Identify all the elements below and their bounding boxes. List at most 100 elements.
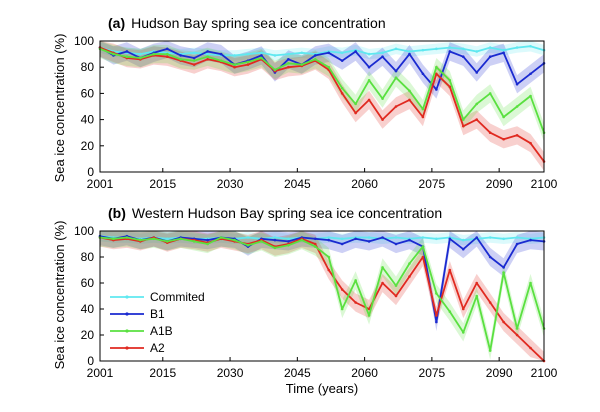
panel-b-commited-line bbox=[99, 235, 545, 242]
panel-b-b1-point bbox=[206, 238, 209, 242]
panel-b-xtick-label: 2090 bbox=[486, 366, 513, 380]
panel-a-ytick-label: 20 bbox=[81, 139, 95, 153]
panel-b-a2-point bbox=[502, 320, 505, 324]
panel-a-a1b-point bbox=[192, 59, 196, 62]
legend-marker-a1b bbox=[125, 329, 129, 333]
panel-b-a1b-point bbox=[367, 314, 371, 317]
panel-b-ytick-label: 40 bbox=[81, 302, 95, 316]
panel-a-commited-point bbox=[367, 52, 371, 56]
panel-b-a1b-point bbox=[394, 284, 398, 287]
panel-a-b1-point bbox=[421, 72, 425, 76]
panel-a-a2-point bbox=[367, 98, 371, 102]
panel-b-a1b-point bbox=[381, 266, 384, 269]
panel-a-b1-point bbox=[206, 50, 209, 53]
panel-b-b1-point bbox=[448, 237, 452, 241]
panel-a-a1b-point bbox=[152, 52, 156, 56]
panel-a-xtick-label: 2001 bbox=[87, 177, 114, 191]
panel-b-a1b-point bbox=[435, 292, 438, 295]
panel-b-b1-point bbox=[515, 242, 519, 246]
panel-a-a1b-point bbox=[125, 55, 129, 59]
panel-a-a2-point bbox=[394, 105, 398, 108]
panel-a-a2-point bbox=[529, 141, 532, 145]
panel-b: (b) Western Hudson Bay spring sea ice con… bbox=[52, 205, 558, 380]
panel-b-a1b-point bbox=[461, 331, 465, 334]
panel-b-a2-point bbox=[448, 268, 452, 272]
panel-a-a1b-point bbox=[515, 105, 519, 108]
panel-a-b1-point bbox=[408, 52, 411, 56]
panel-b-ytick-label: 100 bbox=[74, 224, 94, 238]
panel-a-a2-point bbox=[206, 58, 209, 61]
panel-b-a1b-point bbox=[260, 240, 263, 243]
legend-marker-a2 bbox=[125, 346, 129, 350]
panel-b-xtick-label: 2030 bbox=[217, 366, 244, 380]
panel-a-a1b-point bbox=[367, 79, 371, 82]
panel-a-a1b-point bbox=[287, 61, 290, 65]
panel-a-commited-point bbox=[233, 54, 236, 57]
panel-a-b1-point bbox=[125, 50, 129, 53]
panel-a-xtick-label: 2075 bbox=[419, 177, 446, 191]
panel-b-b1-point bbox=[340, 242, 344, 246]
panel-b-ytick-label: 60 bbox=[81, 276, 95, 290]
panel-b-a1b-point bbox=[488, 349, 492, 352]
panel-a-a1b-point bbox=[475, 102, 479, 106]
panel-a-a2-point bbox=[435, 72, 438, 76]
panel-b-tag: (b) bbox=[108, 205, 126, 221]
panel-b-ylabel: Sea ice concentration (%) bbox=[52, 221, 67, 370]
panel-a-a1b-point bbox=[502, 115, 505, 119]
panel-b-commited-point bbox=[394, 236, 398, 239]
panel-a-ytick-label: 0 bbox=[87, 165, 94, 179]
panel-b-commited-point bbox=[515, 236, 519, 239]
panel-b-a1b-point bbox=[246, 244, 250, 247]
panel-b-commited-point bbox=[435, 237, 438, 241]
panel-b-title: (b) Western Hudson Bay spring sea ice con… bbox=[108, 205, 442, 221]
panel-b-a1b-point bbox=[219, 236, 223, 239]
panel-a-a1b-point bbox=[421, 107, 425, 111]
panel-a-commited-point bbox=[461, 47, 465, 51]
panel-a-commited-point bbox=[529, 44, 532, 48]
panel-a-commited-point bbox=[139, 52, 142, 56]
panel-b-marks bbox=[98, 231, 546, 363]
panel-b-b1-point bbox=[273, 238, 277, 242]
panel-a-a1b-point bbox=[461, 118, 465, 121]
panel-a-commited-point bbox=[246, 52, 250, 56]
panel-b-xtick-label: 2060 bbox=[351, 366, 378, 380]
panel-a-frame bbox=[99, 40, 545, 173]
panel-b-a1b-point bbox=[233, 238, 236, 242]
panel-a-a1b-point bbox=[300, 63, 304, 66]
panel-b-a2-point bbox=[461, 307, 465, 311]
panel-a-a1b-point bbox=[529, 94, 532, 98]
legend-label-b1: B1 bbox=[150, 307, 165, 321]
panel-b-ytick-label: 0 bbox=[87, 354, 94, 368]
panel-b-b1-point bbox=[408, 238, 411, 242]
panel-b-a1b-point bbox=[515, 327, 519, 330]
panel-a-b1-point bbox=[502, 51, 505, 55]
panel-a-a1b-point bbox=[313, 58, 317, 61]
panel-a-commited-point bbox=[273, 54, 277, 57]
panel-a-a1b-point bbox=[112, 52, 115, 56]
panel-b-commited-point bbox=[367, 236, 371, 239]
panel-a-commited-point bbox=[435, 47, 438, 51]
panel-b-a2-point bbox=[327, 268, 331, 272]
panel-a-a2-point bbox=[246, 63, 250, 66]
panel-a-commited-point bbox=[300, 51, 304, 55]
panel-a-a1b-point bbox=[165, 52, 169, 56]
panel-a-a1b-point bbox=[260, 56, 263, 60]
panel-b-a2-point bbox=[313, 242, 317, 246]
panel-a-a2-point bbox=[502, 137, 505, 141]
panel-a-xtick-label: 2030 bbox=[217, 177, 244, 191]
panel-b-a1b-point bbox=[139, 238, 142, 242]
panel-b-b1-point bbox=[287, 240, 290, 243]
panel-a-a2-point bbox=[233, 65, 236, 69]
panel-a-commited-point bbox=[448, 46, 452, 49]
panel-b-commited-point bbox=[246, 236, 250, 239]
panel-a-commited-point bbox=[515, 46, 519, 49]
panel-a-commited-point bbox=[408, 50, 411, 53]
panel-b-frame bbox=[99, 230, 545, 362]
panel-b-a2-point bbox=[435, 314, 438, 317]
panel-a-commited-point bbox=[488, 46, 492, 49]
panel-a-b1-point bbox=[192, 56, 196, 60]
panel-b-a2-point bbox=[515, 333, 519, 337]
panel-a-b1-point bbox=[488, 55, 492, 59]
panel-b-a1b-point bbox=[300, 238, 304, 242]
